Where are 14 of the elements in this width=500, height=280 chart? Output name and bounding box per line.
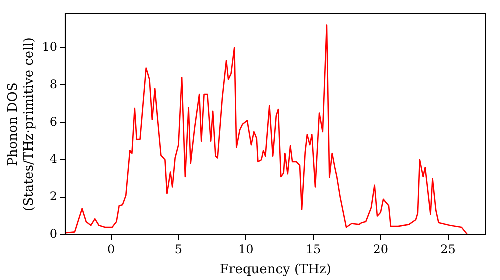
x-tick-label: 10: [238, 242, 254, 256]
x-axis-title: Frequency (THz): [220, 262, 332, 278]
x-tick-label: 20: [373, 242, 389, 256]
y-tick-label: 8: [50, 77, 58, 92]
x-tick-label: 25: [440, 242, 456, 256]
y-tick-label: 4: [50, 152, 58, 166]
x-tick-label: 0: [107, 242, 116, 256]
y-tick-label: 6: [50, 114, 58, 129]
y-tick-label: 0: [50, 227, 58, 242]
y-axis-title: Phonon DOS (States/THz·primitive cell): [6, 37, 37, 212]
y-tick-label: 10: [42, 40, 58, 54]
x-tick-label: 5: [174, 242, 183, 256]
y-tick-label: 2: [50, 190, 58, 204]
x-tick-label: 15: [306, 242, 322, 256]
